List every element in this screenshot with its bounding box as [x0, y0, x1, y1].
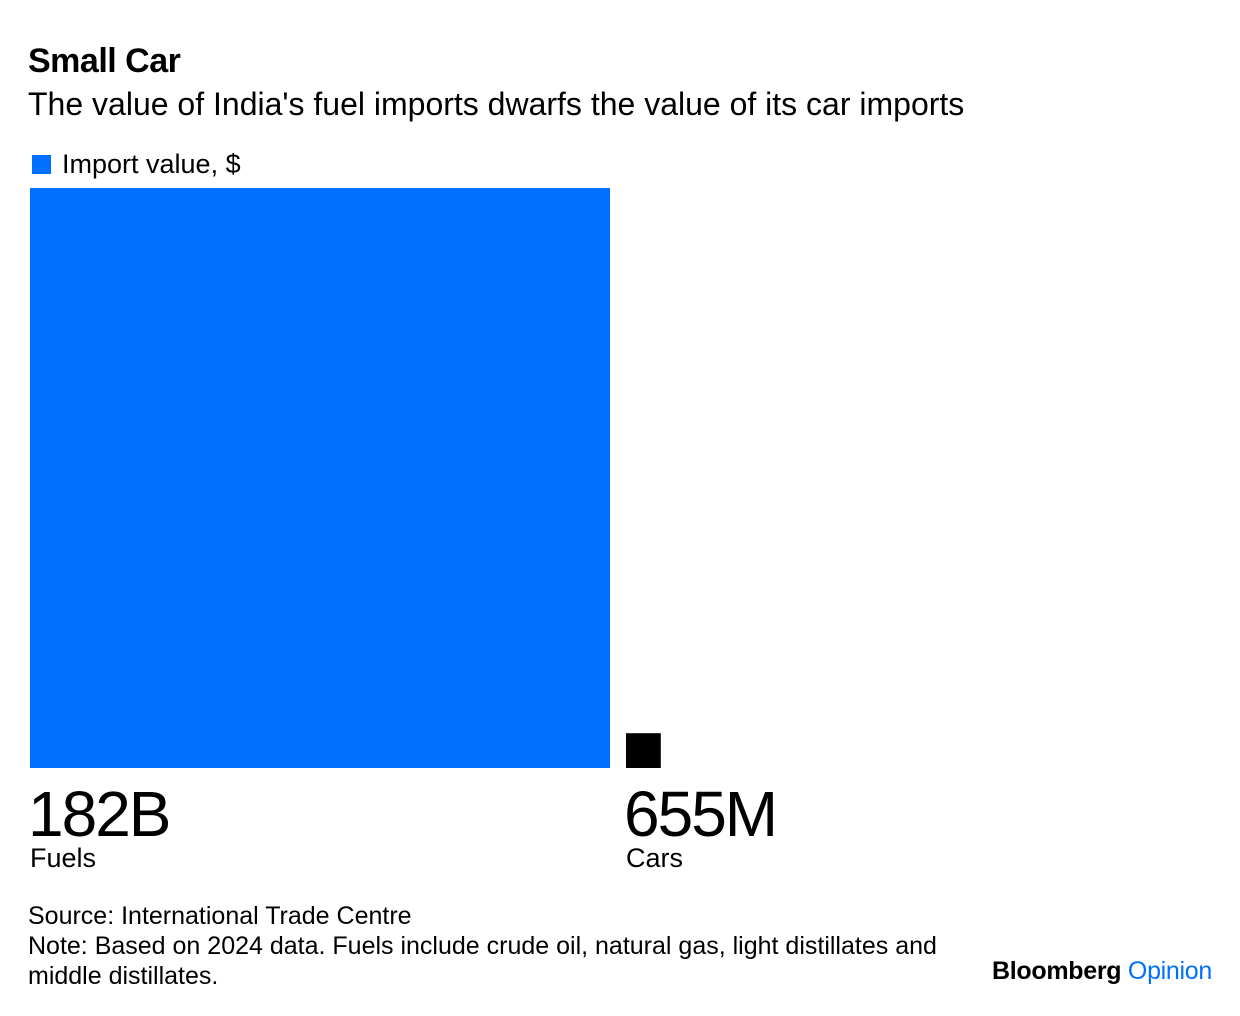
brand-logo: Bloomberg Opinion	[992, 955, 1212, 987]
data-note: Note: Based on 2024 data. Fuels include …	[28, 932, 937, 990]
area-square-fuels	[30, 188, 610, 768]
category-label-cars: Cars	[626, 843, 684, 873]
legend-swatch	[32, 154, 51, 174]
category-label-fuels: Fuels	[30, 843, 97, 873]
legend-label: Import value, $	[62, 149, 241, 179]
area-square-cars	[626, 733, 661, 768]
value-label-cars: 655M	[624, 778, 778, 850]
source-note: Source: International Trade Centre	[28, 902, 412, 930]
chart-subtitle: The value of India's fuel imports dwarfs…	[28, 86, 965, 122]
chart-title: Small Car	[28, 42, 181, 80]
legend: Import value, $	[32, 146, 241, 182]
brand-name: Bloomberg	[992, 957, 1122, 985]
footer: Source: International Trade Centre Note:…	[28, 901, 968, 991]
value-label-fuels: 182B	[28, 778, 171, 850]
brand-accent: Opinion	[1127, 957, 1212, 985]
